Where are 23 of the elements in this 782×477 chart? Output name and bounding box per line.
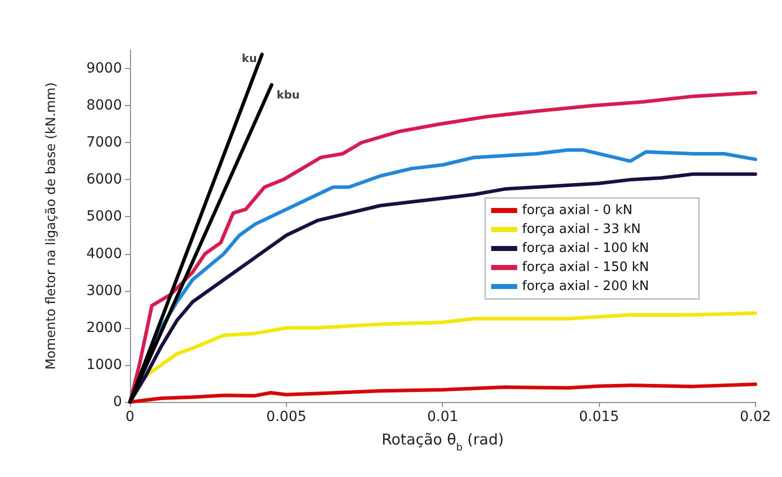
x-tick-label: 0.01 [427,409,458,425]
legend-label: força axial - 100 kN [522,241,650,256]
x-tick-label: 0.02 [740,409,771,425]
y-tick-label: 0 [113,394,122,410]
y-axis-title: Momento fletor na ligação de base (kN.mm) [44,82,59,370]
y-tick-label: 7000 [86,134,122,151]
annotation: kbu [276,88,300,102]
y-tick-label: 5000 [86,208,122,225]
x-tick-label: 0 [126,409,134,425]
y-tick-label: 8000 [86,98,122,114]
y-tick-label: 1000 [86,356,122,373]
y-tick-label: 3000 [86,282,122,299]
legend-label: força axial - 200 kN [522,279,650,294]
legend-label: força axial - 0 kN [522,203,632,218]
legend-label: força axial - 33 kN [522,222,641,237]
annotation: ku [242,52,257,65]
y-tick-label: 9000 [86,60,122,77]
y-tick-label: 2000 [86,320,122,336]
y-tick-label: 4000 [86,246,122,262]
y-tick-label: 6000 [86,172,122,188]
x-tick-label: 0.005 [266,409,306,425]
legend-label: força axial - 150 kN [522,260,650,275]
x-tick-label: 0.015 [579,409,620,425]
